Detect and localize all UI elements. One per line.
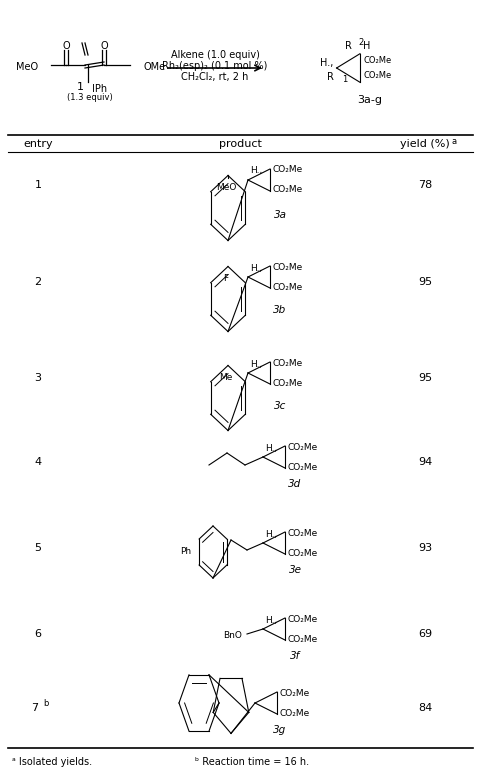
Text: MeO: MeO <box>16 62 38 72</box>
Text: 2: 2 <box>357 38 362 47</box>
Text: CO₂Me: CO₂Me <box>273 358 302 368</box>
Text: 3g: 3g <box>273 725 286 735</box>
Text: b: b <box>43 698 48 708</box>
Text: F: F <box>223 274 228 284</box>
Text: 84: 84 <box>417 703 431 713</box>
Text: MeO: MeO <box>216 184 236 192</box>
Text: ᵃ Isolated yields.: ᵃ Isolated yields. <box>12 757 92 767</box>
Text: 78: 78 <box>417 180 431 190</box>
Text: 1: 1 <box>76 82 84 92</box>
Text: H.,: H., <box>250 360 262 368</box>
Text: CO₂Me: CO₂Me <box>363 71 391 81</box>
Text: CO₂Me: CO₂Me <box>288 462 318 472</box>
Text: 95: 95 <box>417 373 431 383</box>
Text: Me: Me <box>219 374 232 382</box>
Text: 69: 69 <box>417 629 431 639</box>
Text: CO₂Me: CO₂Me <box>288 529 318 537</box>
Text: Alkene (1.0 equiv): Alkene (1.0 equiv) <box>170 50 259 60</box>
Text: 3c: 3c <box>273 401 286 411</box>
Text: 5: 5 <box>35 543 41 553</box>
Text: CO₂Me: CO₂Me <box>288 634 318 644</box>
Text: 3: 3 <box>35 373 41 383</box>
Text: 4: 4 <box>35 457 41 467</box>
Text: ᵇ Reaction time = 16 h.: ᵇ Reaction time = 16 h. <box>194 757 309 767</box>
Text: CO₂Me: CO₂Me <box>363 56 391 65</box>
Text: R: R <box>345 41 351 51</box>
Text: O: O <box>100 41 108 51</box>
Text: 3a: 3a <box>273 210 286 220</box>
Text: 3e: 3e <box>288 565 301 575</box>
Text: 2: 2 <box>35 277 41 287</box>
Text: (1.3 equiv): (1.3 equiv) <box>67 94 113 102</box>
Text: 7: 7 <box>31 703 38 713</box>
Text: entry: entry <box>23 139 53 149</box>
Text: 95: 95 <box>417 277 431 287</box>
Text: CO₂Me: CO₂Me <box>273 166 302 174</box>
Text: H.,: H., <box>264 529 276 539</box>
Text: OMe: OMe <box>144 62 166 72</box>
Text: a: a <box>451 137 456 145</box>
Text: R: R <box>326 72 333 82</box>
Text: H: H <box>362 41 370 51</box>
Text: yield (%): yield (%) <box>399 139 449 149</box>
Text: CO₂Me: CO₂Me <box>273 263 302 271</box>
Text: CO₂Me: CO₂Me <box>273 282 302 292</box>
Text: CO₂Me: CO₂Me <box>273 185 302 195</box>
Text: 3a-g: 3a-g <box>357 95 382 105</box>
Text: product: product <box>218 139 261 149</box>
Text: H.,: H., <box>264 443 276 453</box>
Text: CO₂Me: CO₂Me <box>288 615 318 623</box>
Text: CO₂Me: CO₂Me <box>288 443 318 451</box>
Text: 1: 1 <box>341 74 346 84</box>
Text: 3b: 3b <box>273 305 286 315</box>
Text: CO₂Me: CO₂Me <box>279 708 310 718</box>
Text: 3f: 3f <box>289 651 300 661</box>
Text: CO₂Me: CO₂Me <box>279 688 310 698</box>
Text: Rh₂(esp)₂ (0.1 mol %): Rh₂(esp)₂ (0.1 mol %) <box>162 61 267 71</box>
Text: 93: 93 <box>417 543 431 553</box>
Text: 1: 1 <box>35 180 41 190</box>
Text: H.,: H., <box>320 58 333 68</box>
Text: CH₂Cl₂, rt, 2 h: CH₂Cl₂, rt, 2 h <box>181 72 248 82</box>
Text: 6: 6 <box>35 629 41 639</box>
Text: O: O <box>62 41 70 51</box>
Text: IPh: IPh <box>92 84 107 94</box>
Text: 94: 94 <box>417 457 431 467</box>
Text: CO₂Me: CO₂Me <box>273 378 302 388</box>
Text: BnO: BnO <box>223 632 241 640</box>
Text: Ph: Ph <box>180 547 191 557</box>
Text: H.,: H., <box>250 264 262 272</box>
Text: CO₂Me: CO₂Me <box>288 548 318 558</box>
Text: H.,: H., <box>264 615 276 625</box>
Text: H.,: H., <box>250 167 262 175</box>
Text: 3d: 3d <box>288 479 301 489</box>
